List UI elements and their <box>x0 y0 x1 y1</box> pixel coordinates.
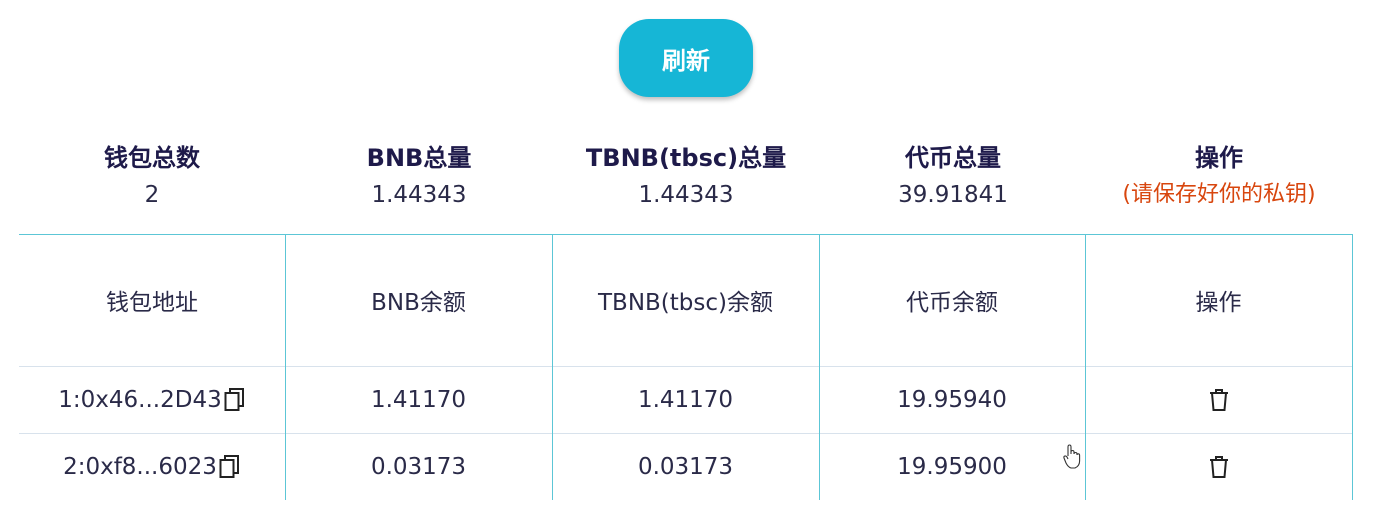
table-row-1-bnb: 1.41170 <box>370 386 467 413</box>
summary-actions: 操作 (请保存好你的私钥) <box>1086 140 1352 214</box>
table-row-1-token: 19.95940 <box>897 386 1007 413</box>
summary-bnb-total: BNB总量 1.44343 <box>286 140 552 214</box>
summary-title: 钱包总数 <box>104 144 200 172</box>
wallet-address: 2:0xf8...6023 <box>63 453 217 480</box>
summary-value: 2 <box>144 182 160 208</box>
table-row-2-address: 2:0xf8...6023 <box>19 433 285 500</box>
private-key-warning: (请保存好你的私钥) <box>1122 182 1316 207</box>
summary-title: 操作 <box>1195 144 1243 172</box>
column-header-actions: 操作 <box>1195 290 1242 316</box>
column-header-bnb: BNB余额 <box>371 290 466 316</box>
table-row-1-actions <box>1085 366 1352 433</box>
trash-icon[interactable] <box>1208 455 1230 479</box>
table-row-2-tbnb: 0.03173 <box>637 453 734 480</box>
refresh-button[interactable]: 刷新 <box>619 19 753 97</box>
column-divider <box>1085 234 1086 500</box>
trash-icon[interactable] <box>1208 388 1230 412</box>
summary-title: TBNB(tbsc)总量 <box>585 144 787 172</box>
column-header-token: 代币余额 <box>906 290 998 316</box>
column-divider <box>552 234 553 500</box>
column-divider <box>1352 234 1353 500</box>
column-header-tbnb: TBNB(tbsc)余额 <box>597 290 773 316</box>
column-divider <box>285 234 286 500</box>
copy-icon[interactable] <box>224 387 246 413</box>
summary-wallet-count: 钱包总数 2 <box>19 140 285 214</box>
table-row-2-token: 19.95900 <box>897 453 1007 480</box>
wallet-table: 钱包地址 BNB余额 TBNB(tbsc)余额 代币余额 操作 1:0x46..… <box>19 234 1353 500</box>
table-row-1-tbnb: 1.41170 <box>637 386 734 413</box>
summary-title: BNB总量 <box>366 144 472 172</box>
summary-value: 1.44343 <box>638 182 734 208</box>
hand-cursor-icon <box>1062 444 1082 470</box>
table-row-2-bnb: 0.03173 <box>370 453 467 480</box>
row-divider <box>19 366 1353 367</box>
table-row-2-actions <box>1085 433 1352 500</box>
row-divider <box>19 433 1353 434</box>
column-header-address: 钱包地址 <box>106 290 198 316</box>
summary-value: 39.91841 <box>898 182 1008 208</box>
summary-title: 代币总量 <box>905 144 1001 172</box>
wallet-address: 1:0x46...2D43 <box>58 386 222 413</box>
table-row-1-address: 1:0x46...2D43 <box>19 366 285 433</box>
column-divider <box>819 234 820 500</box>
summary-value: 1.44343 <box>371 182 467 208</box>
summary-tbnb-total: TBNB(tbsc)总量 1.44343 <box>553 140 819 214</box>
copy-icon[interactable] <box>219 454 241 480</box>
table-top-border <box>19 234 1353 235</box>
summary-token-total: 代币总量 39.91841 <box>820 140 1086 214</box>
